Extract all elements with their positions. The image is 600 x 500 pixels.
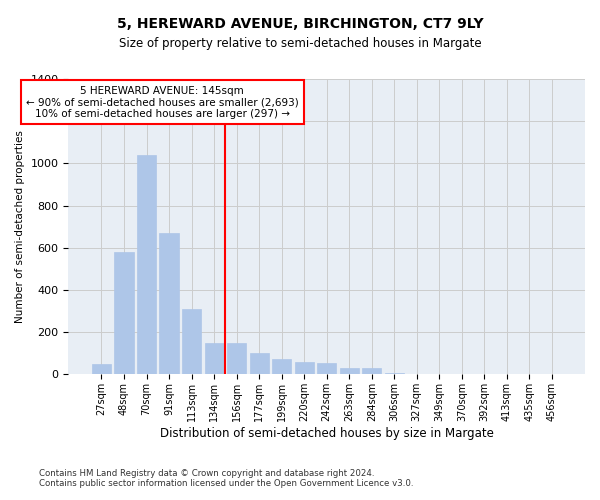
Bar	[182, 309, 201, 374]
Bar	[362, 368, 382, 374]
Text: 5 HEREWARD AVENUE: 145sqm
← 90% of semi-detached houses are smaller (2,693)
10% : 5 HEREWARD AVENUE: 145sqm ← 90% of semi-…	[26, 86, 299, 119]
Bar	[227, 343, 246, 374]
Bar	[137, 155, 156, 374]
X-axis label: Distribution of semi-detached houses by size in Margate: Distribution of semi-detached houses by …	[160, 427, 494, 440]
Text: Contains HM Land Registry data © Crown copyright and database right 2024.: Contains HM Land Registry data © Crown c…	[39, 468, 374, 477]
Bar	[115, 252, 134, 374]
Bar	[317, 363, 336, 374]
Text: 5, HEREWARD AVENUE, BIRCHINGTON, CT7 9LY: 5, HEREWARD AVENUE, BIRCHINGTON, CT7 9LY	[116, 18, 484, 32]
Bar	[205, 343, 224, 374]
Bar	[340, 368, 359, 374]
Bar	[250, 354, 269, 374]
Bar	[92, 364, 111, 374]
Text: Contains public sector information licensed under the Open Government Licence v3: Contains public sector information licen…	[39, 478, 413, 488]
Y-axis label: Number of semi-detached properties: Number of semi-detached properties	[15, 130, 25, 323]
Text: Size of property relative to semi-detached houses in Margate: Size of property relative to semi-detach…	[119, 38, 481, 51]
Bar	[160, 233, 179, 374]
Bar	[295, 362, 314, 374]
Bar	[272, 358, 291, 374]
